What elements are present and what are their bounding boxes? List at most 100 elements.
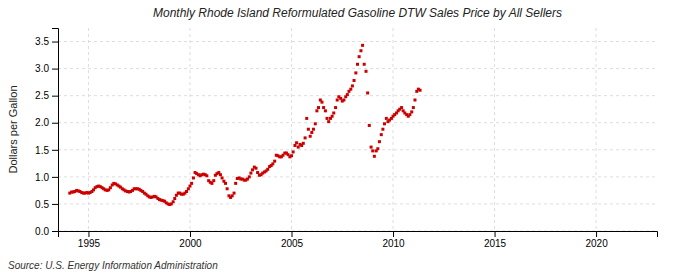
point (339, 97, 342, 100)
tick-mark (52, 42, 58, 43)
tick-label: 2020 (585, 238, 608, 249)
x-axis: 199520002005201020152020 (59, 231, 658, 249)
point (317, 106, 320, 109)
grid (58, 28, 657, 231)
tick-mark (88, 231, 89, 237)
grid-line (88, 28, 89, 231)
point (373, 155, 376, 158)
point (221, 176, 224, 179)
point (293, 144, 296, 147)
grid-line (189, 28, 190, 231)
point (172, 200, 175, 203)
point (310, 131, 313, 134)
point (234, 182, 237, 185)
point (331, 115, 334, 118)
point (385, 117, 388, 120)
tick-label: 0.0 (35, 226, 49, 237)
point (342, 98, 345, 101)
tick: 1.0 (35, 172, 58, 183)
point (312, 128, 315, 131)
point (266, 168, 269, 171)
point (305, 117, 308, 120)
tick-label: 2005 (281, 238, 304, 249)
point (173, 197, 176, 200)
point (370, 146, 373, 149)
point (326, 117, 329, 120)
tick-mark (52, 96, 58, 97)
tick: 3.0 (35, 63, 58, 74)
tick-label: 2000 (179, 238, 202, 249)
grid-line (291, 28, 292, 231)
tick-label: 3.5 (35, 36, 49, 47)
point (353, 79, 356, 82)
point (366, 91, 369, 94)
grid-line (58, 149, 657, 150)
point (302, 142, 305, 145)
tick-mark (52, 177, 58, 178)
point (412, 106, 415, 109)
tick-label: 2.0 (35, 117, 49, 128)
point (363, 63, 366, 66)
tick-label: 3.0 (35, 63, 49, 74)
point (210, 182, 213, 185)
chart: 1995200020052010201520200.00.51.01.52.02… (0, 0, 675, 275)
point (410, 110, 413, 113)
point (361, 44, 364, 47)
y-axis-title: Dollars per Gallon (7, 85, 19, 173)
point (233, 192, 236, 195)
point (408, 113, 411, 116)
point (290, 154, 293, 157)
point (309, 135, 312, 138)
point (413, 98, 416, 101)
point (359, 49, 362, 52)
point (212, 179, 215, 182)
point (188, 185, 191, 188)
point (336, 98, 339, 101)
grid-line (58, 41, 657, 42)
point (327, 120, 330, 123)
tick-mark (596, 231, 597, 237)
point (354, 71, 357, 74)
point (358, 55, 361, 58)
tick-mark (495, 231, 496, 237)
tick: 1995 (78, 231, 101, 249)
tick: 0.5 (35, 199, 58, 210)
point (292, 150, 295, 153)
tick: 2015 (484, 231, 507, 249)
grid-line (58, 122, 657, 123)
point (371, 149, 374, 152)
point (419, 89, 422, 92)
point (271, 162, 274, 165)
point (368, 124, 371, 127)
tick-label: 2015 (484, 238, 507, 249)
axis-line (59, 232, 658, 238)
tick: 3.5 (35, 36, 58, 47)
point (205, 174, 208, 177)
point (219, 173, 222, 176)
point (365, 70, 368, 73)
point (231, 194, 234, 197)
point (185, 190, 188, 193)
plot: 1995200020052010201520200.00.51.01.52.02… (35, 28, 657, 249)
grid-line (58, 68, 657, 69)
tick-mark (52, 231, 58, 232)
point (376, 147, 379, 150)
grid-line (596, 28, 597, 231)
point (304, 136, 307, 139)
tick: 1.5 (35, 145, 58, 156)
tick-mark (393, 231, 394, 237)
tick-mark (292, 231, 293, 237)
point (256, 171, 259, 174)
point (315, 109, 318, 112)
tick: 2005 (281, 231, 304, 249)
point (307, 128, 310, 131)
point (356, 63, 359, 66)
y-axis: 0.0 0.5 1.0 1.5 2.0 2.5 3.0 3.5 (35, 29, 58, 237)
point (273, 160, 276, 163)
point (192, 176, 195, 179)
tick-mark (52, 123, 58, 124)
tick: 2.0 (35, 117, 58, 128)
tick-label: 2.5 (35, 90, 49, 101)
tick-label: 1.5 (35, 145, 49, 156)
point (314, 122, 317, 125)
